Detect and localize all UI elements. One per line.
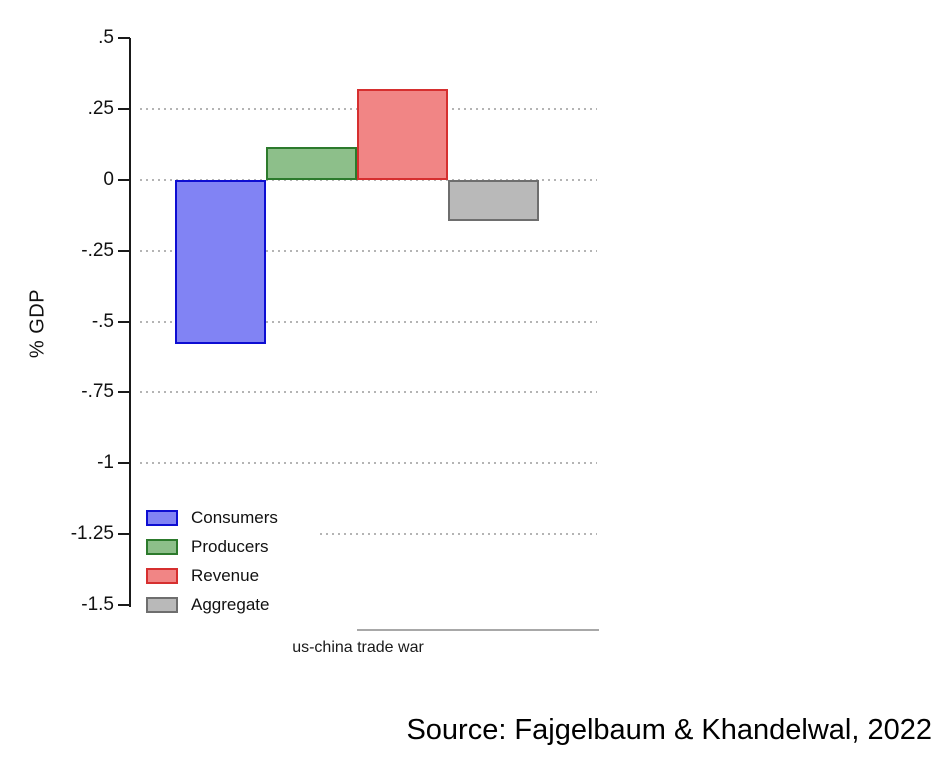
y-tick-label: -.75 [81,381,114,403]
y-tick-label: -1 [97,452,114,474]
x-axis-category-label: us-china trade war [292,639,424,656]
y-tick-mark [118,462,130,465]
gridline [140,249,597,252]
gridline [140,178,597,181]
legend-row-producers: Producers [146,537,318,557]
legend-swatch-producers [146,539,178,555]
gridline [140,320,597,323]
legend-swatch-aggregate [146,597,178,613]
legend-swatch-consumers [146,510,178,526]
y-axis-line [129,38,131,607]
y-tick-label: .5 [98,27,114,48]
gridline [140,533,597,536]
legend-swatch-revenue [146,568,178,584]
gridline [140,462,597,465]
y-tick-label: -1.25 [70,523,114,545]
y-tick-label: -.25 [81,239,114,261]
legend-row-revenue: Revenue [146,566,318,586]
legend-label: Aggregate [191,595,270,614]
y-tick-label: -1.5 [81,594,114,615]
y-tick-label: -.5 [91,310,114,332]
legend-row-aggregate: Aggregate [146,595,318,615]
bar-aggregate [448,179,539,221]
y-tick-mark [118,249,130,252]
bar-producers [266,147,357,180]
legend-label: Revenue [191,566,260,585]
y-tick-mark [118,391,130,394]
y-tick-mark [118,320,130,323]
source-note: Source: Fajgelbaum & Khandelwal, 2022 [406,714,932,746]
legend: Consumers Producers Revenue Aggregate [138,502,318,619]
bar-revenue [357,89,448,180]
y-tick-mark [118,178,130,181]
legend-label: Producers [191,537,269,556]
bar-consumers [175,179,266,345]
legend-label: Consumers [191,508,278,527]
x-axis-line [357,629,599,631]
y-tick-mark [118,107,130,110]
y-tick-label: 0 [103,168,114,190]
legend-row-consumers: Consumers [146,508,318,528]
y-tick-label: .25 [87,97,114,119]
gridline [140,391,597,394]
y-tick-mark [118,37,130,39]
y-tick-mark [118,533,130,536]
y-tick-mark [118,604,130,606]
